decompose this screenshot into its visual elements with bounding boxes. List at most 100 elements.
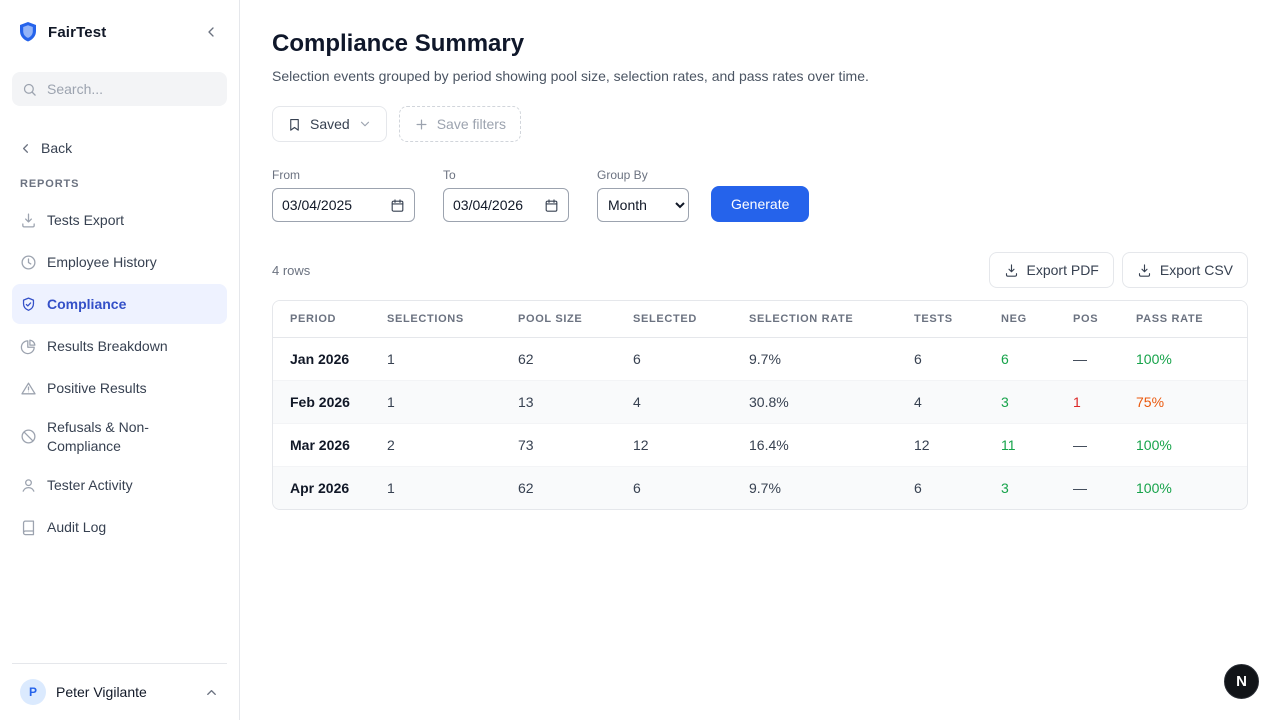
saved-filters-row: Saved Save filters: [272, 106, 1248, 142]
from-date-field: From 03/04/2025: [272, 168, 415, 222]
to-date-field: To 03/04/2026: [443, 168, 569, 222]
filters-row: From 03/04/2025 To 03/04/2026 Group By M…: [272, 168, 1248, 222]
cell-pool-size: 73: [510, 423, 625, 467]
calendar-icon[interactable]: [544, 198, 559, 213]
sidebar-item-compliance[interactable]: Compliance: [12, 284, 227, 324]
back-link[interactable]: Back: [12, 140, 227, 156]
table-row: Feb 2026 1 13 4 30.8% 4 3 1 75%: [273, 380, 1247, 424]
header-neg: Neg: [993, 301, 1065, 338]
cell-neg: 3: [993, 380, 1065, 424]
sidebar-item-refusals-non-compliance[interactable]: Refusals & Non-Compliance: [12, 410, 227, 464]
page-subtitle: Selection events grouped by period showi…: [272, 68, 869, 84]
cell-tests: 6: [906, 466, 993, 509]
cell-tests: 6: [914, 351, 922, 367]
saved-filters-button[interactable]: Saved: [272, 106, 387, 142]
export-csv-label: Export CSV: [1159, 262, 1233, 278]
download-icon: [1004, 263, 1019, 278]
chevron-left-icon: [203, 24, 219, 40]
cell-period: Jan 2026: [290, 351, 350, 367]
sidebar-nav: Tests Export Employee History Compliance…: [12, 200, 227, 548]
chevron-up-icon: [204, 685, 219, 700]
dev-badge-button[interactable]: N: [1224, 664, 1259, 699]
chevron-left-icon: [18, 141, 33, 156]
search-icon: [22, 82, 37, 97]
generate-button[interactable]: Generate: [711, 186, 810, 222]
cell-pass-rate: 100%: [1136, 351, 1172, 367]
search-input[interactable]: [45, 80, 217, 98]
sidebar-item-results-breakdown[interactable]: Results Breakdown: [12, 326, 227, 366]
table-row: Apr 2026 1 62 6 9.7% 6 3 — 100%: [273, 466, 1247, 509]
search-box[interactable]: [12, 72, 227, 106]
cell-selected: 6: [633, 351, 641, 367]
brand-name: FairTest: [48, 23, 107, 41]
to-date-value: 03/04/2026: [453, 197, 524, 213]
cell-selection-rate: 9.7%: [749, 351, 781, 367]
cell-pass-rate: 100%: [1128, 466, 1247, 509]
export-pdf-button[interactable]: Export PDF: [988, 252, 1114, 288]
plus-icon: [414, 117, 429, 132]
save-filters-button[interactable]: Save filters: [398, 106, 521, 142]
sidebar-collapse-button[interactable]: [199, 20, 223, 44]
sidebar-item-tests-export[interactable]: Tests Export: [12, 200, 227, 240]
brand: FairTest: [16, 20, 106, 44]
cell-neg: 11: [993, 423, 1065, 467]
row-count: 4 rows: [272, 262, 311, 278]
sidebar-header: FairTest: [12, 0, 227, 64]
group-by-field: Group By Month: [597, 168, 689, 222]
ban-icon: [20, 428, 37, 445]
sidebar-item-employee-history[interactable]: Employee History: [12, 242, 227, 282]
cell-selection-rate: 9.7%: [741, 466, 906, 509]
sidebar: FairTest Back REPORTS Tests Export Emplo…: [0, 0, 240, 720]
cell-period: Mar 2026: [273, 423, 379, 467]
cell-neg: 6: [1001, 351, 1009, 367]
to-date-input[interactable]: 03/04/2026: [443, 188, 569, 222]
group-by-label: Group By: [597, 168, 648, 182]
saved-label: Saved: [310, 116, 350, 132]
cell-tests: 12: [906, 423, 993, 467]
export-buttons: Export PDF Export CSV: [988, 252, 1248, 288]
user-menu[interactable]: P Peter Vigilante: [12, 663, 227, 720]
header-period: Period: [273, 301, 379, 338]
results-bar: 4 rows Export PDF Export CSV: [272, 252, 1248, 288]
sidebar-item-audit-log[interactable]: Audit Log: [12, 508, 227, 548]
shield-check-icon: [20, 296, 37, 313]
reports-section-label: REPORTS: [20, 178, 80, 190]
brand-logo-shield-icon: [16, 20, 40, 44]
table-row: Mar 2026 2 73 12 16.4% 12 11 — 100%: [273, 423, 1247, 467]
back-label: Back: [41, 140, 73, 156]
table-body: Jan 2026 1 62 6 9.7% 6 6 — 100% Feb 2026…: [273, 338, 1247, 509]
group-by-select[interactable]: Month: [597, 188, 689, 222]
calendar-icon[interactable]: [390, 198, 405, 213]
header-pos: Pos: [1065, 301, 1128, 338]
cell-pool-size: 13: [510, 380, 625, 424]
avatar: P: [20, 679, 46, 705]
header-pass-rate: Pass Rate: [1128, 301, 1247, 338]
page-title: Compliance Summary: [272, 30, 525, 57]
cell-selected: 12: [625, 423, 741, 467]
header-tests: Tests: [906, 301, 993, 338]
cell-selected: 6: [625, 466, 741, 509]
table-header-row: Period Selections Pool Size Selected Sel…: [273, 301, 1247, 338]
main-content: Compliance Summary Selection events grou…: [240, 0, 1280, 720]
cell-selected: 4: [625, 380, 741, 424]
alert-triangle-icon: [20, 380, 37, 397]
download-icon: [20, 212, 37, 229]
header-selections: Selections: [379, 301, 510, 338]
sidebar-item-tester-activity[interactable]: Tester Activity: [12, 466, 227, 506]
to-label: To: [443, 168, 456, 182]
cell-pos: —: [1065, 466, 1128, 509]
bookmark-icon: [287, 117, 302, 132]
cell-tests: 4: [906, 380, 993, 424]
table-row: Jan 2026 1 62 6 9.7% 6 6 — 100%: [273, 338, 1247, 381]
cell-pos: —: [1073, 351, 1087, 367]
from-date-input[interactable]: 03/04/2025: [272, 188, 415, 222]
sidebar-item-positive-results[interactable]: Positive Results: [12, 368, 227, 408]
cell-selections: 1: [379, 380, 510, 424]
export-csv-button[interactable]: Export CSV: [1121, 252, 1248, 288]
cell-pos: 1: [1065, 380, 1128, 424]
clock-icon: [20, 254, 37, 271]
cell-selection-rate: 30.8%: [741, 380, 906, 424]
cell-pool-size: 62: [518, 351, 534, 367]
download-icon: [1137, 263, 1152, 278]
user-name: Peter Vigilante: [56, 684, 147, 700]
